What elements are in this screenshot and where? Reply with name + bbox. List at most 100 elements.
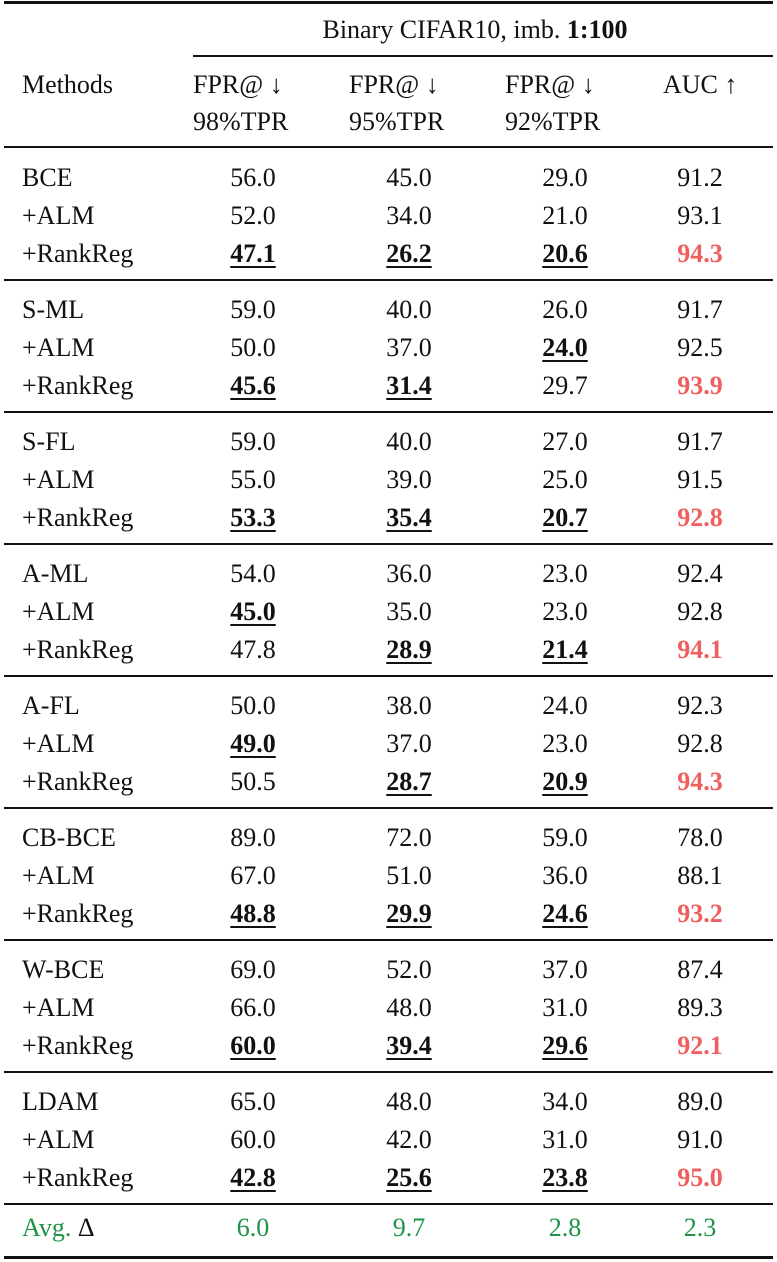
value-cell: 54.0: [230, 559, 276, 588]
value-cell: 45.0: [230, 597, 276, 626]
value-cell: 49.0: [230, 729, 276, 758]
value-cell: 36.0: [542, 861, 588, 890]
method-cell: BCE: [22, 163, 73, 192]
methods-header: Methods: [22, 70, 113, 99]
value-cell: 91.0: [677, 1125, 723, 1154]
value-cell: 67.0: [230, 861, 276, 890]
value-cell: 45.0: [386, 163, 432, 192]
value-cell: 66.0: [230, 993, 276, 1022]
value-cell: 45.6: [230, 371, 276, 400]
method-cell: +ALM: [22, 993, 95, 1022]
value-cell: 93.9: [677, 371, 723, 400]
column-header-line1: FPR@ ↓: [193, 70, 283, 99]
method-cell: +RankReg: [22, 239, 134, 268]
value-cell: 59.0: [230, 295, 276, 324]
value-cell: 69.0: [230, 955, 276, 984]
value-cell: 20.9: [542, 767, 588, 796]
value-cell: 94.3: [677, 239, 723, 268]
header-cmidrule: [193, 55, 773, 57]
top-rule: [4, 1, 773, 4]
avg-label: Avg. Δ: [22, 1213, 95, 1243]
value-cell: 65.0: [230, 1087, 276, 1116]
value-cell: 38.0: [386, 691, 432, 720]
value-cell: 72.0: [386, 823, 432, 852]
value-cell: 26.2: [386, 239, 432, 268]
value-cell: 20.7: [542, 503, 588, 532]
value-cell: 48.8: [230, 899, 276, 928]
value-cell: 59.0: [230, 427, 276, 456]
value-cell: 28.9: [386, 635, 432, 664]
method-cell: +ALM: [22, 201, 95, 230]
value-cell: 89.0: [230, 823, 276, 852]
column-header-line1: FPR@ ↓: [349, 70, 439, 99]
value-cell: 34.0: [542, 1087, 588, 1116]
value-cell: 48.0: [386, 993, 432, 1022]
value-cell: 60.0: [230, 1031, 276, 1060]
value-cell: 23.0: [542, 559, 588, 588]
method-cell: +ALM: [22, 861, 95, 890]
method-cell: +ALM: [22, 333, 95, 362]
value-cell: 31.4: [386, 371, 432, 400]
value-cell: 94.3: [677, 767, 723, 796]
value-cell: 28.7: [386, 767, 432, 796]
value-cell: 95.0: [677, 1163, 723, 1192]
value-cell: 91.2: [677, 163, 723, 192]
group-separator: [4, 1071, 773, 1073]
group-separator: [4, 939, 773, 941]
method-cell: +RankReg: [22, 503, 134, 532]
value-cell: 29.7: [542, 371, 588, 400]
value-cell: 26.0: [542, 295, 588, 324]
value-cell: 29.0: [542, 163, 588, 192]
value-cell: 92.4: [677, 559, 723, 588]
value-cell: 35.0: [386, 597, 432, 626]
method-cell: +RankReg: [22, 899, 134, 928]
dataset-header: Binary CIFAR10, imb. 1:100: [322, 15, 627, 45]
value-cell: 52.0: [386, 955, 432, 984]
column-header-line1: AUC ↑: [663, 70, 738, 99]
value-cell: 39.0: [386, 465, 432, 494]
value-cell: 59.0: [542, 823, 588, 852]
value-cell: 29.6: [542, 1031, 588, 1060]
column-header-line2: 95%TPR: [349, 107, 445, 136]
method-cell: A-FL: [22, 691, 80, 720]
value-cell: 52.0: [230, 201, 276, 230]
value-cell: 50.0: [230, 691, 276, 720]
value-cell: 51.0: [386, 861, 432, 890]
header-bottom-rule: [4, 146, 773, 148]
value-cell: 40.0: [386, 427, 432, 456]
value-cell: 42.8: [230, 1163, 276, 1192]
value-cell: 35.4: [386, 503, 432, 532]
method-cell: +RankReg: [22, 635, 134, 664]
method-cell: S-FL: [22, 427, 76, 456]
value-cell: 88.1: [677, 861, 723, 890]
value-cell: 23.0: [542, 597, 588, 626]
method-cell: +RankReg: [22, 767, 134, 796]
method-cell: +ALM: [22, 729, 95, 758]
value-cell: 50.0: [230, 333, 276, 362]
value-cell: 93.2: [677, 899, 723, 928]
value-cell: 92.1: [677, 1031, 723, 1060]
value-cell: 89.3: [677, 993, 723, 1022]
column-header-line2: 92%TPR: [505, 107, 601, 136]
method-cell: S-ML: [22, 295, 85, 324]
method-cell: +ALM: [22, 1125, 95, 1154]
group-separator: [4, 411, 773, 413]
value-cell: 87.4: [677, 955, 723, 984]
bottom-rule: [4, 1256, 773, 1259]
value-cell: 56.0: [230, 163, 276, 192]
method-cell: +RankReg: [22, 371, 134, 400]
value-cell: 37.0: [386, 333, 432, 362]
value-cell: 89.0: [677, 1087, 723, 1116]
group-separator: [4, 543, 773, 545]
value-cell: 94.1: [677, 635, 723, 664]
value-cell: 78.0: [677, 823, 723, 852]
method-cell: +ALM: [22, 465, 95, 494]
value-cell: 37.0: [542, 955, 588, 984]
avg-delta-cell: 2.3: [683, 1213, 717, 1242]
method-cell: +RankReg: [22, 1031, 134, 1060]
value-cell: 20.6: [542, 239, 588, 268]
value-cell: 91.7: [677, 427, 723, 456]
value-cell: 53.3: [230, 503, 276, 532]
value-cell: 92.8: [677, 729, 723, 758]
value-cell: 25.6: [386, 1163, 432, 1192]
